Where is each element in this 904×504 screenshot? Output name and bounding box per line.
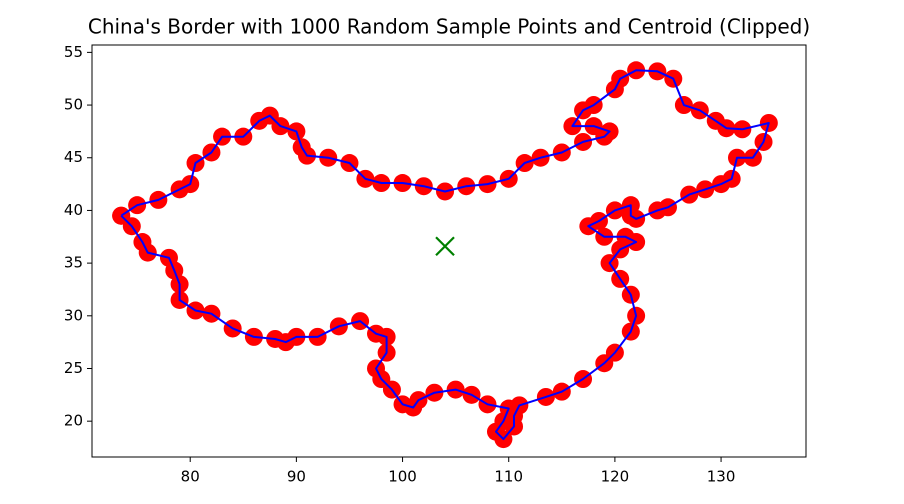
centroid-marker bbox=[435, 236, 455, 257]
x-tick-label: 120 bbox=[601, 468, 630, 486]
plot-area bbox=[112, 61, 778, 449]
y-tick-label: 25 bbox=[64, 359, 83, 377]
y-tick-label: 50 bbox=[64, 96, 83, 114]
x-tick-label: 100 bbox=[388, 468, 417, 486]
border-line bbox=[120, 69, 770, 441]
y-tick-label: 45 bbox=[64, 148, 83, 166]
x-tick-label: 110 bbox=[494, 468, 523, 486]
x-tick-label: 130 bbox=[707, 468, 736, 486]
chart-title: China's Border with 1000 Random Sample P… bbox=[88, 15, 810, 39]
y-tick-label: 55 bbox=[64, 43, 83, 61]
axes-frame bbox=[91, 44, 807, 458]
x-tick-label: 80 bbox=[181, 468, 200, 486]
y-tick-label: 20 bbox=[64, 412, 83, 430]
x-tick-label: 90 bbox=[287, 468, 306, 486]
y-tick-label: 40 bbox=[64, 201, 83, 219]
y-tick-label: 30 bbox=[64, 306, 83, 324]
y-tick-label: 35 bbox=[64, 254, 83, 272]
